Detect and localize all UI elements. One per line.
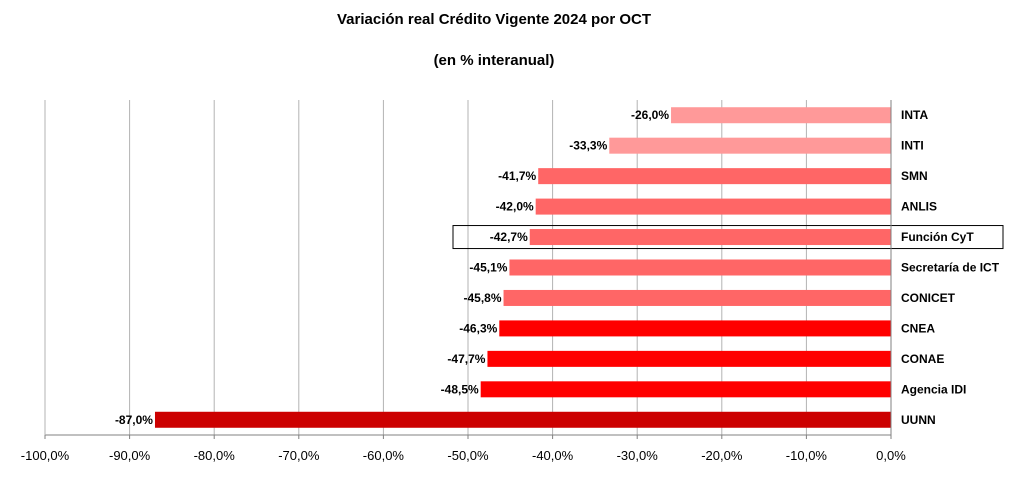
data-label: -42,0%	[496, 200, 534, 214]
category-label: Secretaría de ICT	[901, 261, 1000, 275]
chart-title: Variación real Crédito Vigente 2024 por …	[337, 11, 651, 28]
tick-label: -100,0%	[21, 448, 70, 463]
data-label: -46,3%	[459, 321, 497, 335]
tick-label: -50,0%	[447, 448, 489, 463]
tick-label: -60,0%	[363, 448, 405, 463]
data-label: -42,7%	[490, 230, 528, 244]
data-label: -87,0%	[115, 413, 153, 427]
bars: -26,0% INTA -33,3% INTI -41,7% SMN -42,0% ANLIS…	[115, 107, 1004, 428]
bar	[154, 411, 892, 428]
bar	[529, 229, 891, 246]
tick-label: -30,0%	[617, 448, 659, 463]
chart-subtitle: (en % interanual)	[434, 52, 555, 69]
category-label: ANLIS	[901, 200, 937, 214]
data-label: -26,0%	[631, 108, 669, 122]
data-label: -41,7%	[498, 169, 536, 183]
data-label: -45,1%	[469, 261, 507, 275]
category-label: Función CyT	[901, 230, 974, 244]
tick-label: -10,0%	[786, 448, 828, 463]
category-label: INTI	[901, 139, 924, 153]
bar	[480, 381, 891, 398]
tick-label: -70,0%	[278, 448, 320, 463]
bar	[609, 137, 891, 154]
highlight-box	[452, 225, 1004, 250]
category-label: CONICET	[901, 291, 956, 305]
category-label: INTA	[901, 108, 928, 122]
bar	[487, 350, 891, 367]
data-label: -47,7%	[447, 352, 485, 366]
data-label: -48,5%	[441, 382, 479, 396]
data-label: -33,3%	[569, 139, 607, 153]
category-label: CNEA	[901, 321, 935, 335]
bar	[538, 168, 891, 185]
category-label: SMN	[901, 169, 928, 183]
data-label: -45,8%	[464, 291, 502, 305]
bar	[503, 289, 891, 306]
bar	[671, 107, 891, 124]
bar	[535, 198, 891, 215]
category-label: UUNN	[901, 413, 936, 427]
bar	[499, 320, 891, 337]
tick-label: -80,0%	[194, 448, 236, 463]
category-label: CONAE	[901, 352, 944, 366]
tick-label: -20,0%	[701, 448, 743, 463]
tick-label: 0,0%	[876, 448, 906, 463]
tick-label: -90,0%	[109, 448, 151, 463]
x-axis: -100,0% -90,0% -80,0% -70,0% -60,0% -50,0% -40…	[21, 100, 906, 463]
tick-label: -40,0%	[532, 448, 574, 463]
bar	[509, 259, 891, 276]
category-label: Agencia IDI	[901, 382, 966, 396]
